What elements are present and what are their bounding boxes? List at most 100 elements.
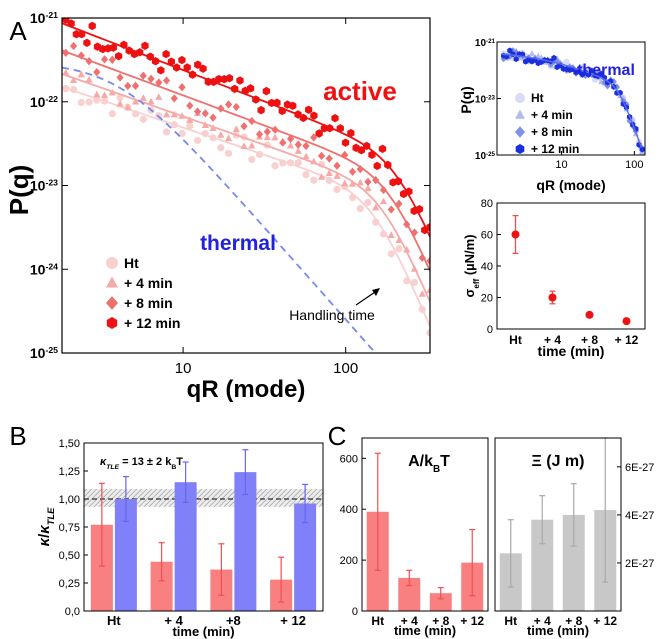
y-tick-label: 10-23	[30, 178, 58, 194]
bar	[90, 524, 113, 611]
inset-data-point	[598, 70, 604, 77]
c-left-x-tick-label: Ht	[371, 614, 384, 628]
data-point	[131, 81, 140, 90]
band-hatch	[203, 488, 223, 507]
band-hatch	[138, 488, 158, 507]
data-point	[93, 67, 101, 77]
b-y-axis-label: κ/κTLE	[36, 507, 56, 547]
band-hatch	[0, 489, 12, 507]
data-point	[333, 185, 341, 194]
data-point	[271, 133, 279, 141]
data-point	[69, 41, 78, 51]
c-right-x-axis-label: time (min)	[527, 623, 589, 638]
data-point	[83, 38, 91, 47]
c-left-frame	[361, 437, 489, 612]
handling-arrowhead	[372, 288, 380, 296]
band-hatch	[133, 488, 153, 507]
inset-legend-label: + 8 min	[531, 125, 573, 139]
band-hatch	[273, 488, 293, 507]
data-point	[141, 41, 149, 50]
data-point	[217, 144, 225, 152]
band-hatch	[318, 502, 323, 507]
fit-line-1	[62, 73, 430, 303]
data-point	[224, 100, 233, 109]
data-point	[364, 198, 372, 206]
legend-marker	[106, 257, 118, 269]
data-point	[294, 147, 302, 154]
data-point	[139, 94, 147, 101]
inset-legend-marker	[515, 109, 525, 119]
c-left-y-tick-label: 400	[340, 504, 358, 516]
c-left-bar	[398, 577, 421, 611]
sigma-y-tick-label: 40	[481, 261, 493, 273]
data-point	[77, 70, 85, 78]
c-left-x-tick-label: + 8	[432, 614, 449, 628]
data-point	[403, 245, 411, 253]
inset-y-axis-label: P(q)	[458, 86, 474, 113]
data-point	[387, 250, 395, 258]
inset-x-tick-label: 10	[555, 159, 567, 171]
inset-y-tick-label: 10-23	[475, 94, 496, 106]
inset-x-axis-label: qR (mode)	[536, 177, 605, 193]
data-point	[193, 136, 202, 145]
panel-label-b: B	[9, 421, 26, 451]
sigma-x-axis-label: time (min)	[538, 343, 605, 359]
data-point	[139, 71, 147, 80]
data-point	[304, 105, 313, 114]
data-point	[387, 231, 395, 239]
data-point	[348, 167, 357, 176]
band-hatch	[218, 488, 238, 507]
data-point	[232, 125, 240, 132]
data-point	[240, 142, 248, 150]
sigma-point	[511, 230, 520, 239]
bar	[150, 561, 173, 611]
data-point	[418, 253, 426, 263]
data-point	[167, 57, 176, 66]
data-point	[364, 177, 372, 186]
data-point	[139, 115, 147, 123]
band-hatch	[19, 489, 37, 507]
legend-label: + 8 min	[124, 295, 173, 311]
data-point	[155, 78, 163, 87]
b-y-tick-label: 1,00	[59, 494, 80, 506]
data-point	[108, 110, 116, 118]
data-point	[69, 76, 78, 83]
data-point	[302, 141, 310, 151]
data-point	[356, 178, 364, 186]
b-y-tick-label: 0,25	[59, 578, 80, 590]
band-hatch	[0, 489, 7, 507]
band-hatch	[148, 488, 168, 507]
band-hatch	[278, 488, 298, 507]
sigma-x-tick-label: + 8	[581, 333, 598, 347]
data-point	[426, 329, 430, 337]
sigma-x-tick-label: + 12	[615, 333, 639, 347]
inset-data-point	[535, 52, 542, 59]
inset-legend-marker	[515, 126, 525, 138]
sigma-y-tick-label: 60	[481, 230, 493, 242]
band-hatch	[208, 488, 228, 507]
data-point	[183, 63, 191, 72]
data-point	[263, 133, 271, 141]
data-point	[62, 48, 70, 58]
data-point	[395, 245, 403, 253]
y-tick-label: 10-21	[30, 10, 58, 26]
band-hatch	[0, 489, 17, 507]
c-right-bar	[531, 519, 554, 611]
band-hatch	[283, 488, 303, 507]
data-point	[124, 81, 132, 91]
data-point	[379, 197, 388, 205]
data-point	[217, 131, 225, 138]
data-point	[426, 286, 430, 293]
band-hatch	[158, 488, 178, 507]
legend-marker	[106, 317, 118, 329]
x-tick-label: 100	[333, 360, 358, 377]
inset-data-point	[582, 65, 589, 72]
y-tick-label: 10-22	[30, 94, 58, 110]
c-right-x-tick-label: + 12	[593, 614, 617, 628]
inset-fit-line	[501, 53, 643, 148]
band-hatch	[258, 488, 278, 507]
data-point	[77, 98, 85, 107]
legend-marker	[106, 296, 118, 310]
band-hatch	[193, 488, 213, 507]
band-hatch	[4, 489, 22, 507]
